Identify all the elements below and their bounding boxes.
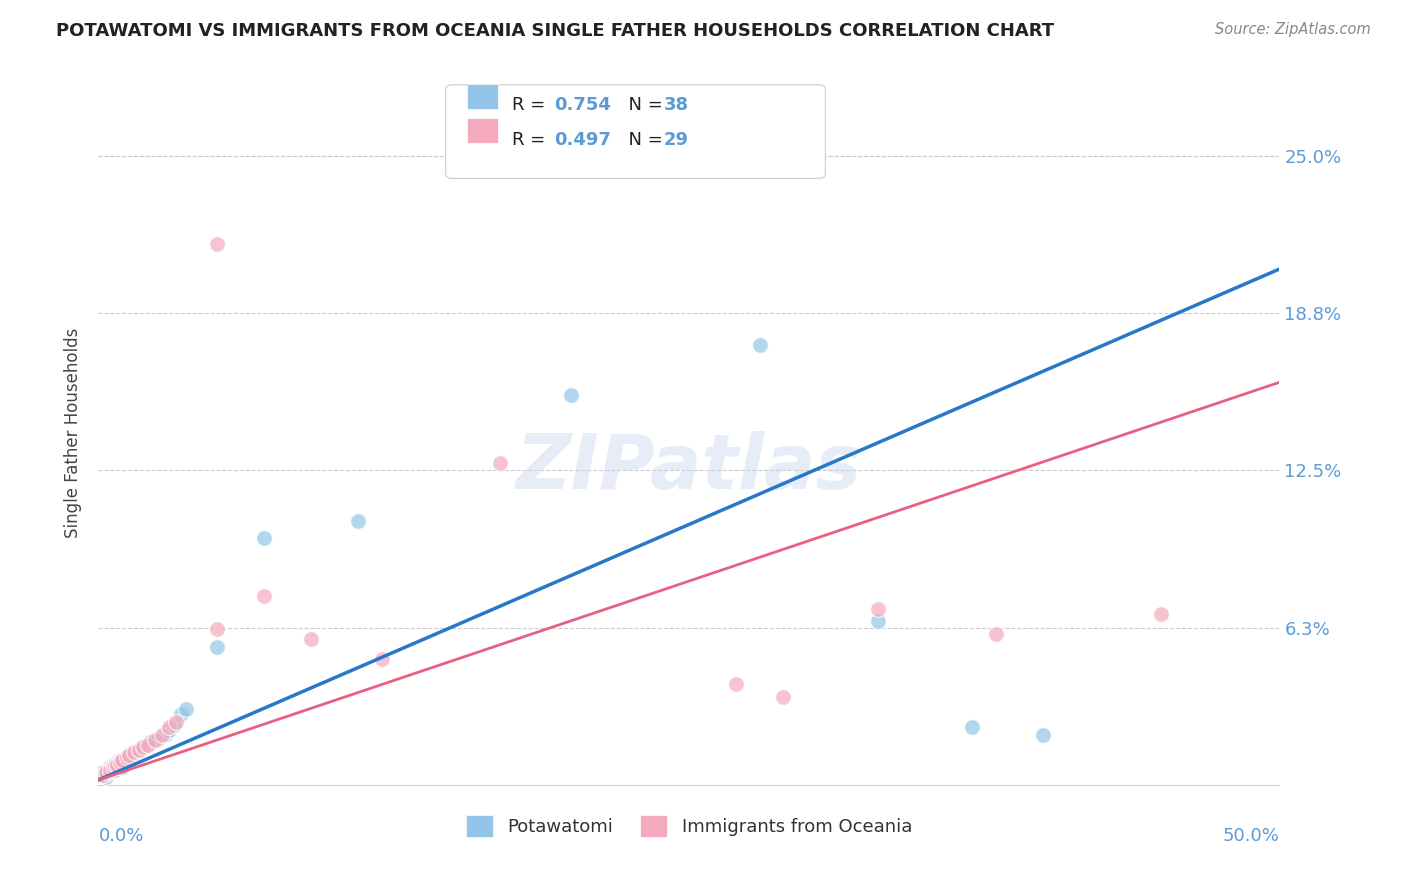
Point <box>725 677 748 691</box>
Point <box>121 747 143 762</box>
Text: N =: N = <box>617 96 669 114</box>
Point <box>129 740 152 755</box>
Point <box>132 740 155 755</box>
Point <box>146 732 169 747</box>
Point <box>118 747 141 762</box>
Point <box>136 738 159 752</box>
Point <box>104 757 127 772</box>
Text: Source: ZipAtlas.com: Source: ZipAtlas.com <box>1215 22 1371 37</box>
Point <box>962 720 984 734</box>
Point <box>105 756 128 770</box>
Point <box>143 732 166 747</box>
Point <box>101 757 124 772</box>
Text: 0.497: 0.497 <box>554 131 610 149</box>
Point <box>866 601 889 615</box>
Point <box>150 728 173 742</box>
Text: POTAWATOMI VS IMMIGRANTS FROM OCEANIA SINGLE FATHER HOUSEHOLDS CORRELATION CHART: POTAWATOMI VS IMMIGRANTS FROM OCEANIA SI… <box>56 22 1054 40</box>
Point <box>104 757 127 772</box>
Point <box>94 771 117 785</box>
Point <box>128 742 150 756</box>
Point <box>108 753 131 767</box>
Point <box>111 753 134 767</box>
Point <box>115 750 138 764</box>
Point <box>104 763 127 777</box>
Legend: Potawatomi, Immigrants from Oceania: Potawatomi, Immigrants from Oceania <box>457 806 921 847</box>
Point <box>115 750 138 764</box>
Point <box>105 760 128 774</box>
Point <box>108 757 131 772</box>
Point <box>98 765 121 780</box>
Text: 38: 38 <box>664 96 689 114</box>
Point <box>91 765 114 780</box>
Point <box>205 236 228 251</box>
Point <box>122 745 145 759</box>
Point <box>489 456 512 470</box>
Text: N =: N = <box>617 131 669 149</box>
Text: 29: 29 <box>664 131 689 149</box>
Point <box>253 589 276 603</box>
Point <box>772 690 794 704</box>
Point <box>118 747 141 762</box>
Point <box>170 707 193 722</box>
Point <box>347 514 370 528</box>
Text: R =: R = <box>512 96 551 114</box>
Point <box>153 728 176 742</box>
Point <box>157 720 180 734</box>
Point <box>135 738 157 752</box>
Point <box>101 760 124 774</box>
Text: ZIPatlas: ZIPatlas <box>516 431 862 505</box>
Point <box>94 765 117 780</box>
Point <box>122 745 145 759</box>
Point <box>299 632 322 646</box>
Point <box>111 760 134 774</box>
Text: 0.754: 0.754 <box>554 96 610 114</box>
Point <box>163 717 186 731</box>
Point <box>205 622 228 636</box>
Point <box>98 763 121 777</box>
Point <box>112 753 135 767</box>
Text: R =: R = <box>512 131 551 149</box>
Point <box>1150 607 1173 621</box>
Point <box>157 723 180 737</box>
Point <box>97 763 120 777</box>
Text: 50.0%: 50.0% <box>1223 827 1279 846</box>
Point <box>91 768 114 782</box>
Point <box>205 640 228 654</box>
Point <box>98 760 121 774</box>
Point <box>866 615 889 629</box>
Point <box>1032 728 1054 742</box>
Point <box>139 735 162 749</box>
Point <box>128 742 150 756</box>
Point <box>253 532 276 546</box>
Point <box>984 627 1007 641</box>
Point <box>105 757 128 772</box>
Point <box>174 702 197 716</box>
Point <box>165 714 187 729</box>
Text: 0.0%: 0.0% <box>98 827 143 846</box>
Point <box>371 652 394 666</box>
Y-axis label: Single Father Households: Single Father Households <box>65 327 83 538</box>
Point <box>748 337 770 351</box>
Point <box>125 745 148 759</box>
Point <box>111 753 134 767</box>
Point <box>560 388 582 402</box>
Point <box>108 756 131 770</box>
